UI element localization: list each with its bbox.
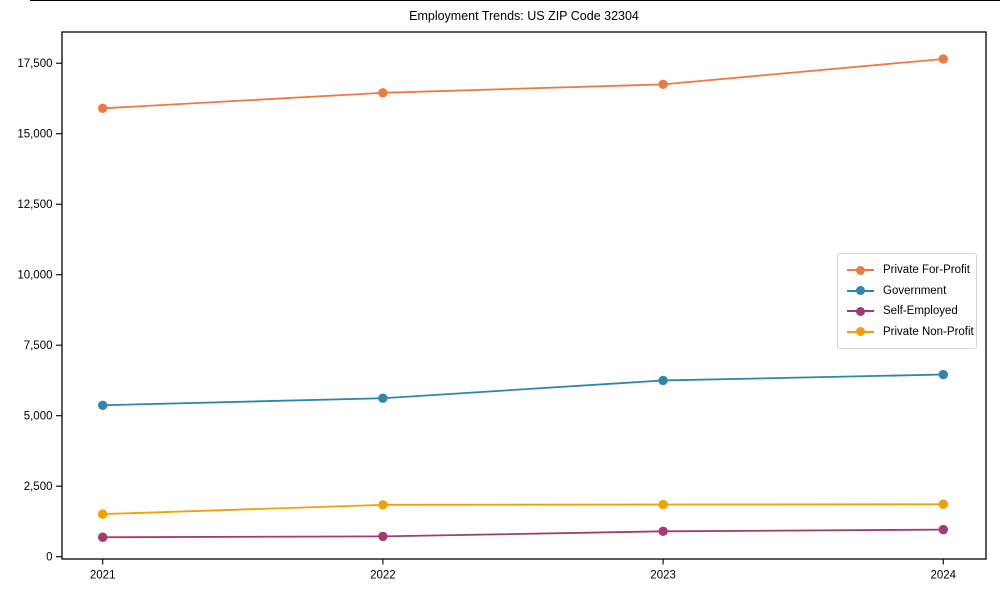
legend-item: Self-Employed [847,301,967,322]
data-point [938,369,948,380]
data-point [98,509,108,519]
y-tick-label: 12,500 [17,199,52,211]
plot-border [61,31,987,560]
data-point [378,88,388,98]
x-tick-label: 2021 [90,570,116,582]
data-point [658,375,668,386]
legend-label: Private Non-Profit [883,325,974,338]
series-line [102,528,944,539]
y-tick-label: 10,000 [17,270,52,282]
legend-label: Private For-Profit [883,264,970,277]
legend-label: Government [883,284,947,297]
window-top-edge [30,0,1000,1]
legend-item: Private Non-Profit [847,322,974,343]
series-line [102,58,944,110]
data-point [378,393,388,403]
x-tick-label: 2024 [931,570,957,582]
legend-marker [847,306,874,317]
data-point [658,79,668,90]
legend: Private For-Profit Government Self-Employe… [837,253,977,349]
series-line [102,373,944,407]
y-tick-label: 0 [46,552,52,564]
legend-item: Government [847,281,967,302]
x-tick-label: 2022 [370,570,396,582]
data-point [98,532,108,542]
data-point [938,524,948,535]
y-tick-label: 15,000 [17,129,52,141]
data-point [658,526,668,537]
data-point [98,103,108,114]
legend-marker [847,265,874,276]
data-point [658,499,668,510]
data-point [938,54,948,64]
y-tick-label: 17,500 [17,58,52,70]
y-tick-label: 2,500 [24,481,53,493]
legend-marker [847,285,874,296]
data-point [378,500,388,510]
chart-title: Employment Trends: US ZIP Code 32304 [409,9,639,23]
legend-marker [847,326,874,337]
data-point [938,499,948,509]
y-tick-label: 7,500 [24,340,53,352]
legend-item: Private For-Profit [847,260,970,281]
x-tick-label: 2023 [650,570,676,582]
data-point [98,400,108,410]
series-line [102,503,944,516]
y-tick-label: 5,000 [24,411,53,423]
legend-label: Self-Employed [883,305,958,318]
data-point [378,531,388,542]
